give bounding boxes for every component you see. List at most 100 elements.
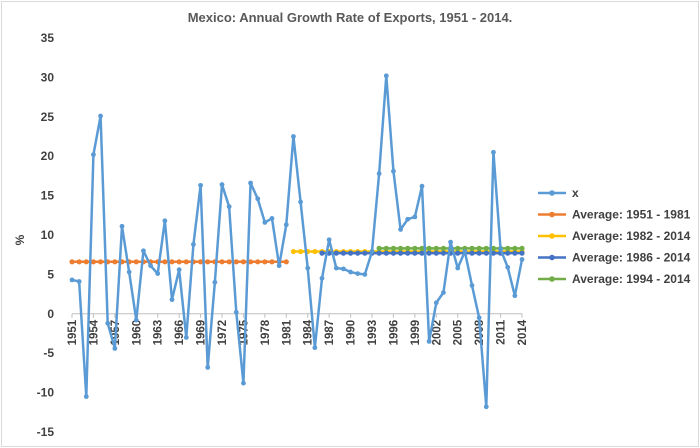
data-point <box>390 245 397 251</box>
x-tick-label: 1999 <box>410 320 422 346</box>
data-point <box>505 250 511 256</box>
y-tick-label: -10 <box>37 386 55 400</box>
data-point <box>505 245 511 251</box>
data-point <box>412 245 418 251</box>
y-tick-label: 25 <box>41 110 55 124</box>
data-point <box>97 259 104 265</box>
data-point <box>247 259 254 265</box>
data-point <box>219 259 225 265</box>
data-point <box>133 259 139 265</box>
legend-label: Average: 1986 - 2014 <box>572 251 691 265</box>
data-point <box>412 250 418 256</box>
data-point <box>476 250 482 256</box>
legend-swatch-marker <box>549 233 555 239</box>
data-point <box>219 182 225 187</box>
data-point <box>426 338 432 344</box>
data-point <box>483 250 489 256</box>
data-point <box>176 267 182 273</box>
legend-label: Average: 1994 - 2014 <box>572 272 691 286</box>
data-point <box>469 245 475 251</box>
y-tick-label: -5 <box>43 346 54 360</box>
legend-item: Average: 1982 - 2014 <box>538 229 691 243</box>
data-point <box>519 250 525 256</box>
data-point <box>397 245 404 251</box>
data-point <box>519 257 525 262</box>
series-1 <box>69 259 289 265</box>
series-line <box>71 74 524 409</box>
data-point <box>83 259 89 265</box>
data-point <box>112 346 118 351</box>
data-point <box>297 248 304 255</box>
data-point <box>283 222 289 228</box>
data-point <box>376 250 382 256</box>
data-point <box>326 237 332 243</box>
y-tick-label: -15 <box>37 425 55 439</box>
y-tick-label: 35 <box>41 31 55 45</box>
data-point <box>512 245 518 251</box>
data-point <box>241 380 246 386</box>
data-point <box>347 250 354 256</box>
data-point <box>419 250 425 256</box>
data-point <box>355 250 361 256</box>
data-point <box>505 264 511 270</box>
data-point <box>319 275 325 281</box>
data-point <box>490 250 497 256</box>
data-point <box>191 242 196 247</box>
x-tick-label: 1969 <box>196 320 208 346</box>
data-point <box>441 290 446 295</box>
data-point <box>298 199 303 205</box>
x-tick-label: 1978 <box>260 319 272 345</box>
data-point <box>76 259 82 265</box>
data-point <box>155 271 161 277</box>
data-point <box>412 214 418 220</box>
data-point <box>455 250 461 256</box>
data-point <box>119 223 125 229</box>
data-point <box>462 249 468 254</box>
data-point <box>90 259 97 265</box>
data-point <box>162 218 168 224</box>
data-point <box>476 315 482 321</box>
data-point <box>469 283 475 288</box>
data-point <box>148 263 153 269</box>
data-point <box>319 250 325 256</box>
legend-label: x <box>572 186 579 200</box>
data-point <box>455 265 461 271</box>
data-point <box>383 250 389 256</box>
data-point <box>419 183 425 189</box>
data-point <box>126 269 132 275</box>
data-point <box>91 152 96 158</box>
data-point <box>397 250 404 256</box>
y-axis-label: % <box>13 234 27 245</box>
data-point <box>262 219 268 225</box>
data-point <box>490 245 497 251</box>
data-point <box>248 180 253 186</box>
x-tick-label: 1993 <box>367 320 379 346</box>
data-point <box>262 259 268 265</box>
data-point <box>383 73 389 79</box>
data-point <box>391 168 396 174</box>
data-point <box>198 182 203 188</box>
data-point <box>205 364 211 370</box>
data-point <box>398 227 403 232</box>
y-tick-label: 5 <box>47 267 54 281</box>
x-tick-label: 1951 <box>67 319 79 345</box>
data-point <box>426 245 432 251</box>
x-tick-label: 1963 <box>153 320 165 346</box>
data-point <box>183 335 189 340</box>
data-point <box>255 259 261 265</box>
data-point <box>433 300 439 306</box>
data-point <box>233 259 239 265</box>
x-tick-label: 1966 <box>174 320 186 346</box>
data-point <box>105 320 111 326</box>
data-point <box>141 248 146 254</box>
x-tick-label: 2002 <box>431 320 443 346</box>
data-point <box>83 394 89 399</box>
x-tick-label: 1987 <box>324 320 336 346</box>
legend: x Average: 1951 - 1981 Average: 1982 - 201… <box>538 186 691 286</box>
data-point <box>233 309 239 315</box>
data-point <box>426 250 432 256</box>
data-point <box>469 250 475 256</box>
data-point <box>269 259 275 265</box>
